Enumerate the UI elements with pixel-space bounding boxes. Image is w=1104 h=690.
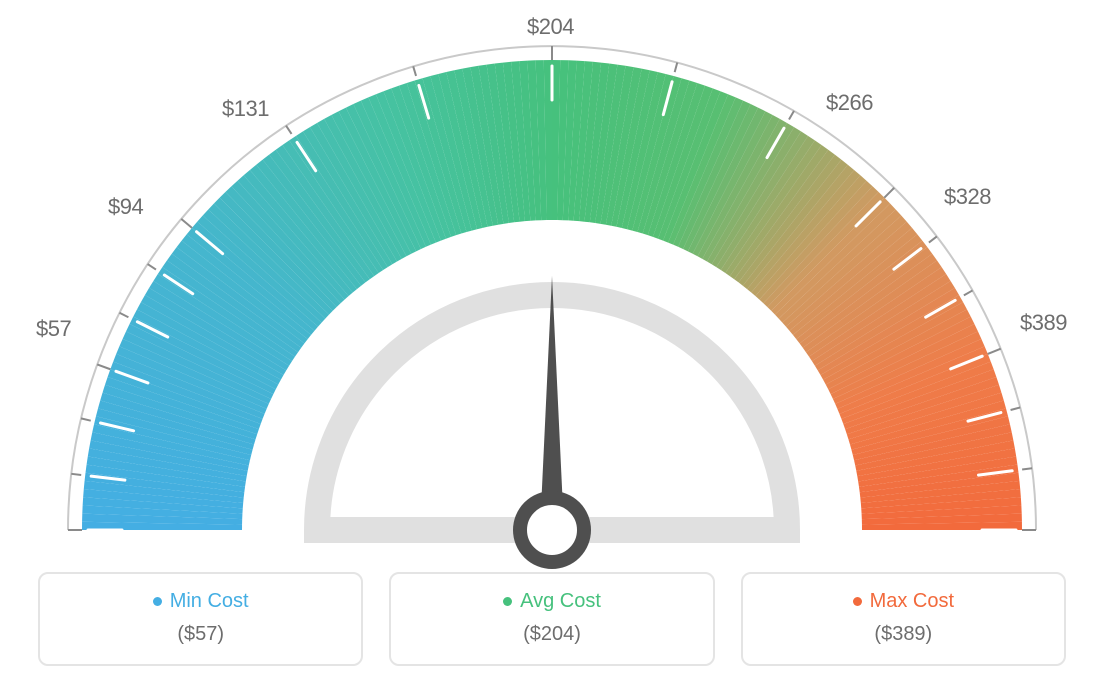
tick-outer bbox=[148, 264, 156, 269]
legend-value: ($57) bbox=[50, 623, 351, 646]
legend-card: Max Cost ($389) bbox=[741, 572, 1066, 666]
tick-label: $94 bbox=[108, 194, 143, 220]
legend-dot-icon bbox=[503, 597, 512, 606]
tick-outer bbox=[71, 474, 81, 475]
tick-label: $57 bbox=[36, 316, 71, 342]
legend-value: ($204) bbox=[401, 623, 702, 646]
tick-label: $389 bbox=[1020, 310, 1067, 336]
legend-card: Avg Cost ($204) bbox=[389, 572, 714, 666]
legend-dot-icon bbox=[853, 597, 862, 606]
gauge-area: $57 $94 $131 $204 $266 $328 $389 bbox=[0, 10, 1104, 570]
tick-label: $328 bbox=[944, 184, 991, 210]
tick-outer bbox=[964, 290, 973, 295]
needle-hub bbox=[520, 498, 584, 562]
tick-outer bbox=[413, 66, 416, 76]
legend-label: Avg Cost bbox=[520, 590, 601, 613]
tick-outer bbox=[1022, 468, 1032, 469]
tick-label: $131 bbox=[222, 96, 269, 122]
legend-label: Min Cost bbox=[170, 590, 249, 613]
tick-outer bbox=[81, 418, 91, 420]
tick-outer bbox=[119, 313, 128, 317]
tick-outer bbox=[97, 364, 110, 369]
tick-outer bbox=[286, 126, 291, 134]
tick-outer bbox=[1011, 407, 1021, 410]
cost-gauge-chart: $57 $94 $131 $204 $266 $328 $389 Min Cost ($57)… bbox=[0, 0, 1104, 690]
tick-outer bbox=[789, 111, 794, 120]
tick-outer bbox=[988, 349, 1001, 354]
legend-row: Min Cost ($57) Avg Cost ($204) Max Cost ($389… bbox=[38, 572, 1066, 666]
legend-title: Avg Cost bbox=[503, 590, 601, 613]
tick-label: $266 bbox=[826, 90, 873, 116]
legend-value: ($389) bbox=[753, 623, 1054, 646]
legend-label: Max Cost bbox=[870, 590, 954, 613]
tick-outer bbox=[675, 62, 678, 72]
legend-dot-icon bbox=[153, 597, 162, 606]
gauge-svg bbox=[0, 10, 1104, 570]
tick-outer bbox=[929, 236, 937, 242]
legend-card: Min Cost ($57) bbox=[38, 572, 363, 666]
tick-label: $204 bbox=[527, 14, 574, 40]
tick-outer bbox=[181, 219, 192, 228]
legend-title: Max Cost bbox=[853, 590, 954, 613]
tick-outer bbox=[884, 188, 894, 198]
legend-title: Min Cost bbox=[153, 590, 249, 613]
